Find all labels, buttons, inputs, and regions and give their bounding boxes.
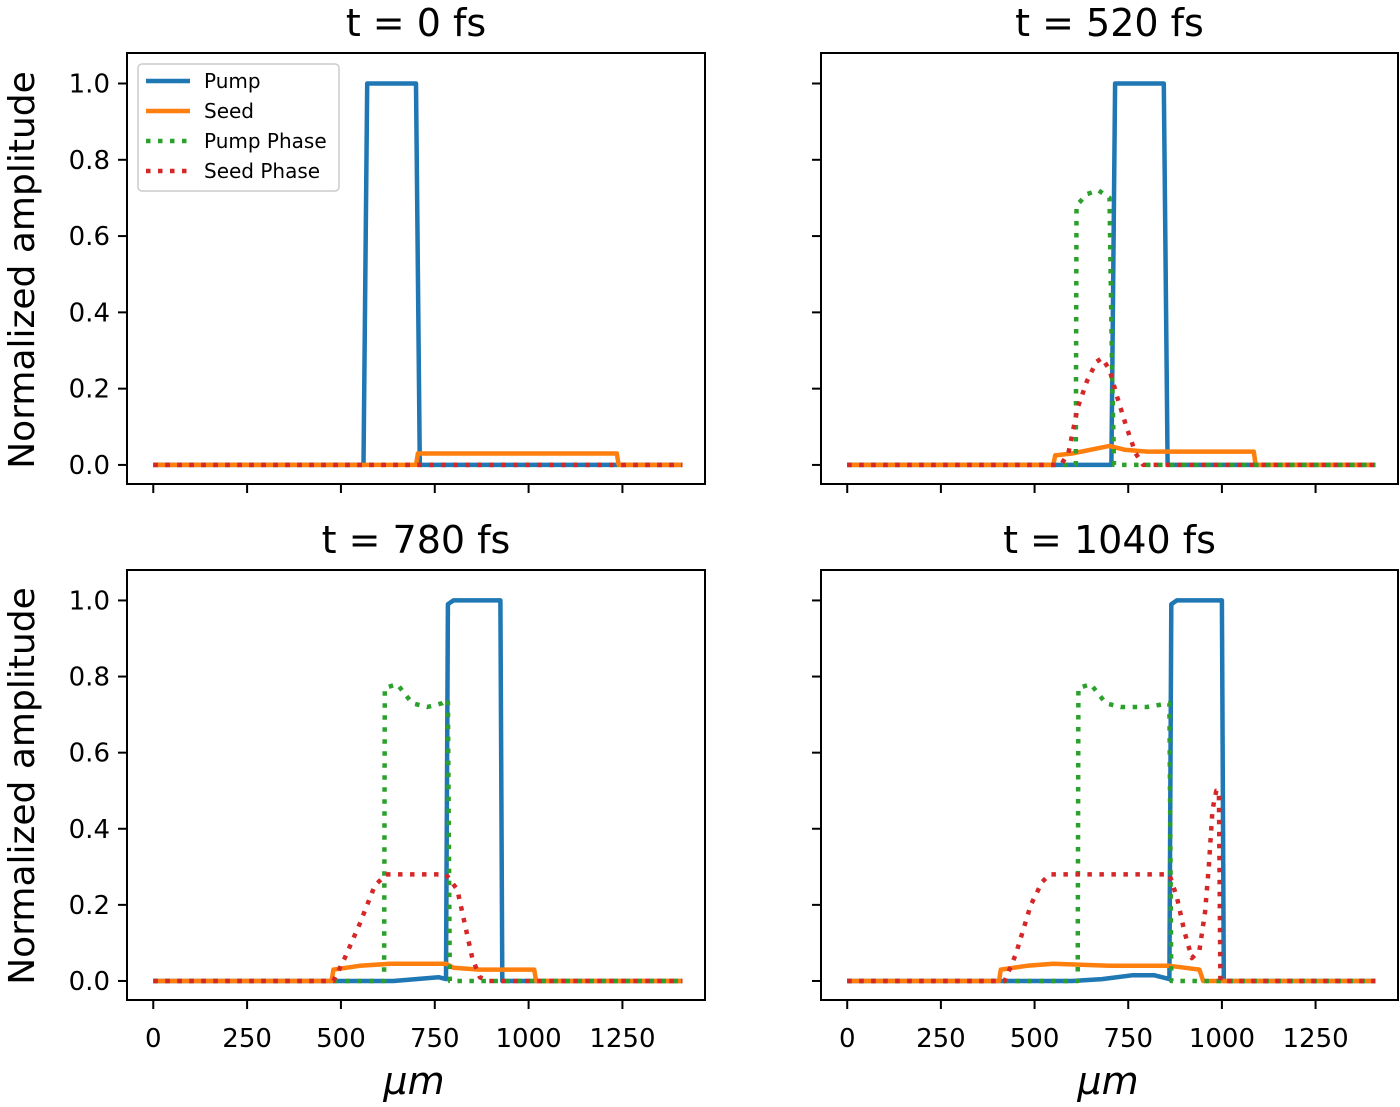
series-line-seed-phase: [847, 788, 1376, 984]
y-tick-label: 0.2: [69, 375, 110, 405]
y-tick-label: 0.0: [69, 451, 110, 481]
x-tick-label: 250: [916, 1024, 966, 1054]
series-line-pump-phase: [847, 681, 1376, 984]
plot-frame: [820, 569, 1399, 1001]
plot-frame: [126, 52, 706, 485]
y-tick-label: 0.4: [69, 298, 110, 328]
series-group: [153, 81, 683, 468]
panel-3: t = 780 fs 0 250 500 750 1000 1250 0.0 0.2 0.4 0.6…: [69, 518, 706, 1054]
x-tick-label: 0: [145, 1024, 162, 1054]
y-tick-label: 0.0: [69, 967, 110, 997]
y-tick-label: 0.6: [69, 739, 110, 769]
xlabel-left: μm: [382, 1059, 444, 1103]
xlabel-right: μm: [1076, 1059, 1138, 1103]
y-tick-label: 0.4: [69, 815, 110, 845]
y-tick-label: 0.8: [69, 146, 110, 176]
x-tick-label: 500: [316, 1024, 366, 1054]
series-line-seed: [847, 443, 1376, 468]
legend: Pump Seed Pump Phase Seed Phase: [137, 63, 340, 192]
series-line-pump-phase: [153, 681, 683, 984]
x-tick-label: 750: [1103, 1024, 1153, 1054]
series-line-pump: [847, 598, 1376, 984]
legend-label: Seed: [204, 99, 254, 123]
series-line-pump-phase: [847, 188, 1376, 468]
ylabel-top: Normalized amplitude: [2, 71, 43, 469]
y-tick-label: 0.6: [69, 222, 110, 252]
plot-frame: [126, 569, 706, 1001]
x-tick-label: 0: [839, 1024, 856, 1054]
x-tick-label: 250: [222, 1024, 272, 1054]
panel-title: t = 1040 fs: [1003, 518, 1216, 562]
x-tick-label: 1000: [496, 1024, 562, 1054]
series-group: [847, 598, 1376, 984]
series-line-seed: [153, 961, 683, 984]
series-line-seed: [847, 961, 1376, 984]
series-line-pump: [847, 81, 1376, 468]
panel-4: t = 1040 fs 0 250 500 750 1000 1250: [812, 518, 1399, 1054]
panel-2: t = 520 fs: [812, 1, 1399, 493]
series-group: [153, 598, 683, 984]
panel-title: t = 0 fs: [346, 1, 486, 45]
legend-label: Seed Phase: [204, 159, 320, 183]
y-tick-label: 0.2: [69, 891, 110, 921]
x-tick-label: 500: [1010, 1024, 1060, 1054]
series-line-seed-phase: [153, 872, 683, 984]
x-tick-label: 750: [410, 1024, 460, 1054]
legend-label: Pump: [204, 69, 261, 93]
x-tick-label: 1000: [1189, 1024, 1255, 1054]
x-tick-label: 1250: [1282, 1024, 1348, 1054]
series-line-pump: [153, 598, 683, 984]
panel-title: t = 520 fs: [1015, 1, 1204, 45]
legend-label: Pump Phase: [204, 129, 327, 153]
legend-box: [137, 63, 340, 192]
ylabel-bottom: Normalized amplitude: [2, 587, 43, 985]
plot-frame: [820, 52, 1399, 485]
panel-1: t = 0 fs 0.0 0.2 0.4 0.6 0.8 1.0 Pump Seed Pump P…: [69, 1, 706, 493]
y-tick-label: 1.0: [69, 586, 110, 616]
panel-title: t = 780 fs: [322, 518, 511, 562]
y-tick-label: 0.8: [69, 663, 110, 693]
y-tick-label: 1.0: [69, 70, 110, 100]
series-group: [847, 81, 1376, 468]
x-tick-label: 1250: [589, 1024, 655, 1054]
panels: t = 0 fs 0.0 0.2 0.4 0.6 0.8 1.0 Pump Seed Pump P…: [69, 1, 1399, 1054]
